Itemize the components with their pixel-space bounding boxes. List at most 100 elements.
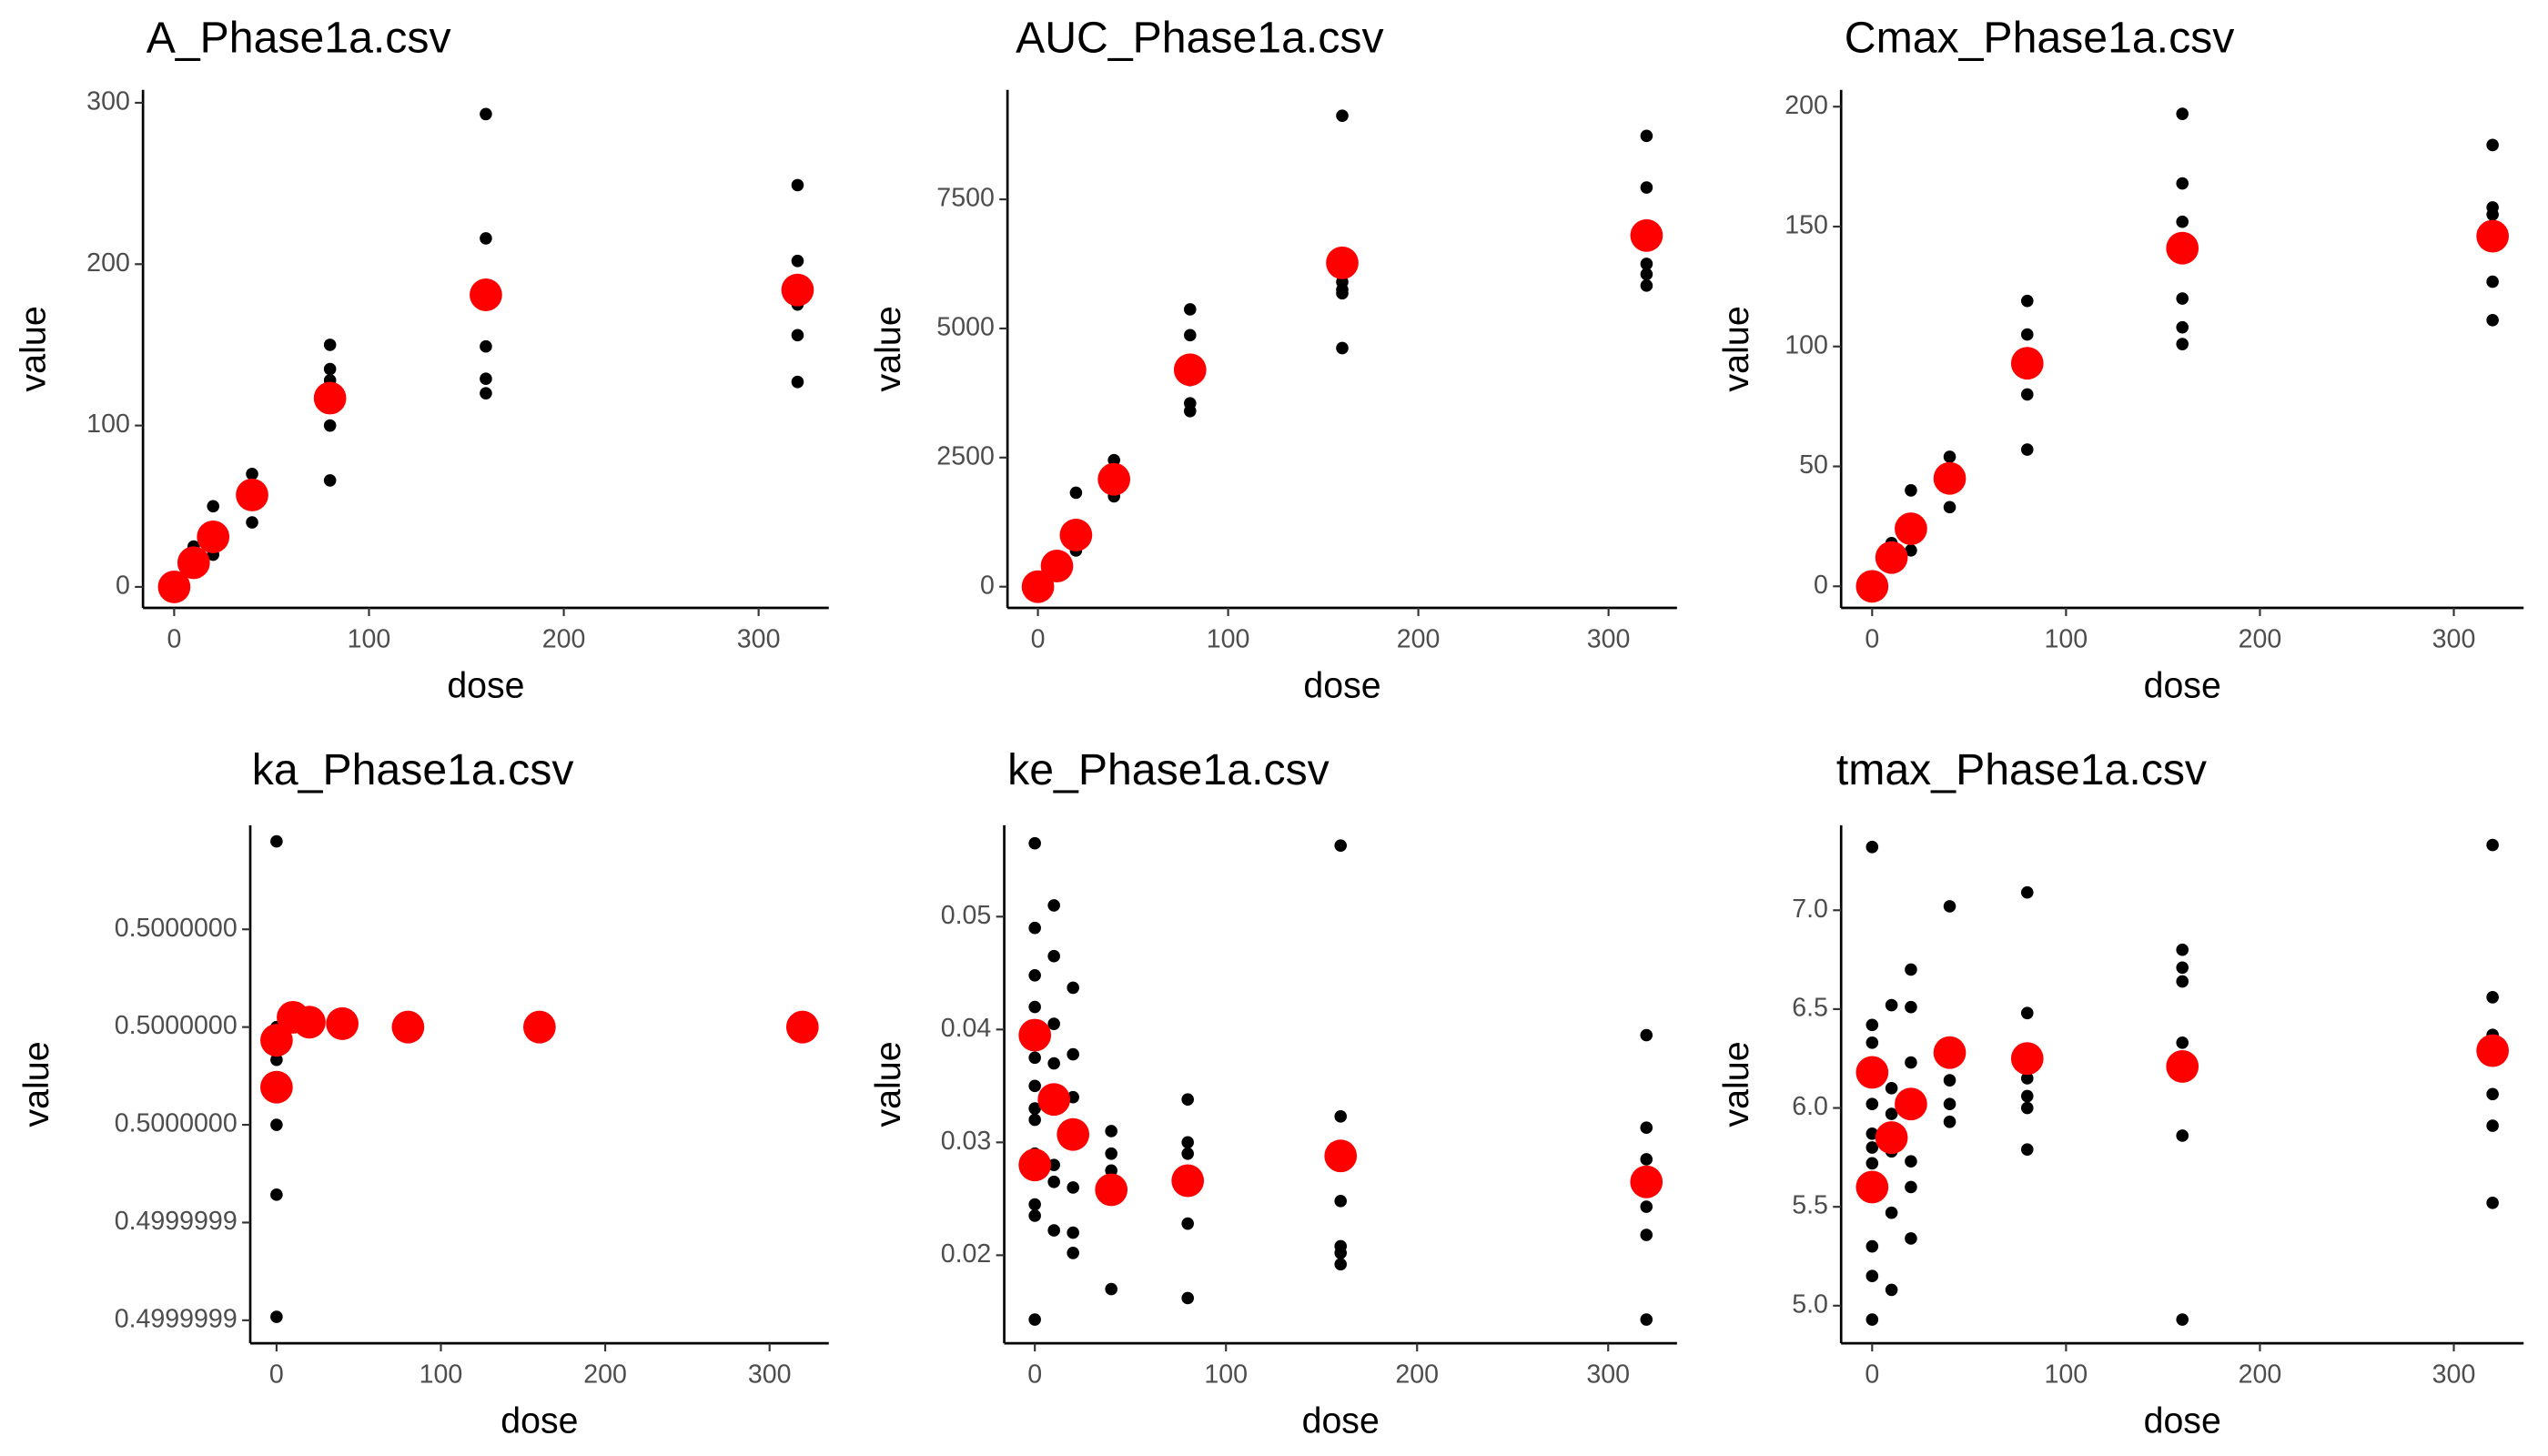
y-tick-label: 0.4999999 [115, 1304, 238, 1333]
mean-point [2476, 1034, 2509, 1067]
point [1181, 1093, 1194, 1107]
mean-point [1324, 1139, 1358, 1173]
point [1067, 981, 1079, 995]
mean-point [326, 1006, 359, 1040]
mean-point [785, 1010, 819, 1044]
x-tick-label: 200 [583, 1360, 627, 1390]
point [1028, 1079, 1041, 1093]
point [1028, 921, 1041, 935]
point [1028, 1198, 1041, 1211]
y-tick-label: 300 [86, 86, 130, 116]
point [1028, 968, 1041, 982]
panel-title: A_Phase1a.csv [147, 14, 451, 63]
point [1105, 1164, 1117, 1178]
point [1047, 1017, 1060, 1030]
y-tick-label: 0.5000000 [115, 1011, 238, 1040]
x-tick-label: 0 [269, 1360, 284, 1390]
point [2176, 177, 2189, 190]
x-tick-label: 300 [737, 624, 781, 653]
mean-point [2010, 347, 2044, 380]
point [1640, 181, 1653, 194]
mean-point [1855, 1170, 1889, 1204]
panel: A_Phase1a.csv 0 100 200 300 0 100 200 300 dose val… [14, 14, 829, 705]
point [2486, 138, 2499, 152]
y-tick-label: 0 [1814, 571, 1828, 600]
point [1640, 1313, 1653, 1326]
point [1028, 1113, 1041, 1127]
y-tick-label: 200 [1785, 91, 1828, 120]
point [1640, 1200, 1653, 1213]
point [480, 107, 492, 121]
point [1047, 1175, 1060, 1188]
mean-point [1933, 461, 1967, 495]
y-tick-label: 0.4999999 [115, 1207, 238, 1236]
y-axis-title: value [1716, 1041, 1756, 1127]
point [270, 1053, 283, 1067]
point [2020, 1072, 2034, 1085]
x-tick-label: 200 [2239, 1360, 2282, 1390]
point [2020, 1143, 2034, 1156]
mean-point [1855, 570, 1889, 603]
point [1943, 1074, 1956, 1087]
point [1028, 1051, 1041, 1065]
x-axis-title: dose [2144, 665, 2221, 705]
x-tick-label: 100 [348, 624, 391, 653]
point [1067, 1047, 1079, 1061]
y-axis-title: value [868, 1041, 908, 1127]
point [1943, 1097, 1956, 1111]
y-tick-label: 150 [1785, 210, 1828, 239]
point [2176, 943, 2189, 956]
x-tick-label: 300 [2432, 1360, 2476, 1390]
point [2176, 975, 2189, 988]
mean-point [1630, 218, 1663, 252]
x-axis-title: dose [1302, 1400, 1380, 1441]
point [1943, 450, 1956, 463]
panel-title: tmax_Phase1a.csv [1836, 745, 2207, 794]
y-tick-label: 7.0 [1792, 895, 1828, 924]
point [1905, 543, 1917, 557]
point [2020, 443, 2034, 456]
mean-point [1018, 1148, 1052, 1182]
panel: ke_Phase1a.csv 0 100 200 300 0.02 0.03 0.04 0.05… [868, 745, 1677, 1441]
point [1336, 109, 1349, 122]
x-tick-label: 200 [2239, 624, 2282, 653]
panel-title: ke_Phase1a.csv [1007, 745, 1330, 794]
x-tick-label: 100 [1207, 624, 1250, 653]
point [1885, 1283, 1898, 1297]
point [2020, 328, 2034, 341]
x-axis-title: dose [447, 665, 524, 705]
mean-point [1875, 1121, 1908, 1155]
point [1866, 1127, 1879, 1140]
mean-point [2476, 219, 2509, 253]
point [270, 834, 283, 848]
point [1334, 839, 1347, 852]
point [2020, 388, 2034, 401]
point [480, 339, 492, 353]
x-tick-label: 300 [748, 1360, 792, 1390]
point [2486, 1197, 2499, 1209]
point [2486, 313, 2499, 327]
mean-point [1875, 541, 1908, 574]
point [1640, 1153, 1653, 1166]
x-tick-label: 300 [2432, 624, 2476, 653]
y-tick-label: 100 [86, 410, 130, 439]
y-tick-label: 0.03 [941, 1127, 992, 1156]
x-tick-label: 200 [1397, 624, 1441, 653]
point [791, 375, 804, 389]
point [2176, 320, 2189, 334]
y-tick-label: 200 [86, 248, 130, 278]
point [2176, 338, 2189, 350]
point [480, 372, 492, 386]
y-tick-label: 50 [1799, 450, 1828, 480]
point [1047, 1057, 1060, 1070]
point [1885, 998, 1898, 1012]
y-tick-label: 0 [116, 571, 130, 600]
x-tick-label: 0 [1031, 624, 1046, 653]
y-axis-title: value [1716, 306, 1756, 391]
point [323, 362, 337, 376]
y-tick-label: 0.05 [941, 901, 992, 930]
point [2486, 1119, 2499, 1132]
point [1028, 836, 1041, 850]
point [2176, 215, 2189, 228]
y-tick-label: 5.0 [1792, 1289, 1828, 1319]
